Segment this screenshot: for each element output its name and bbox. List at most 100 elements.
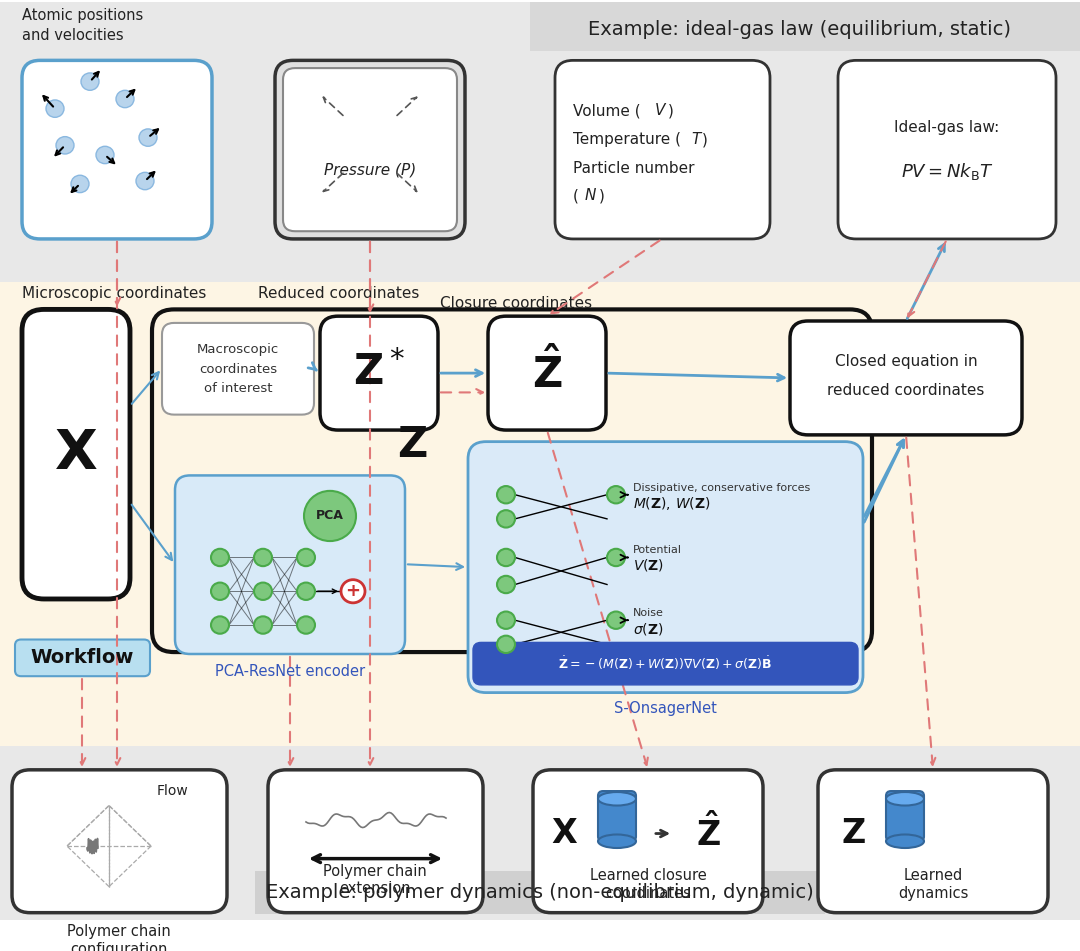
- Text: Workflow: Workflow: [30, 649, 134, 668]
- Text: extension: extension: [339, 881, 410, 896]
- Circle shape: [341, 580, 365, 603]
- FancyBboxPatch shape: [838, 60, 1056, 239]
- Text: coordinates: coordinates: [199, 362, 278, 376]
- Text: Ideal-gas law:: Ideal-gas law:: [894, 121, 1000, 135]
- Circle shape: [303, 491, 356, 541]
- Text: $\mathbf{X}$: $\mathbf{X}$: [552, 817, 579, 850]
- Text: ): ): [599, 188, 605, 203]
- FancyBboxPatch shape: [320, 316, 438, 430]
- Text: Polymer chain: Polymer chain: [323, 864, 427, 879]
- Text: $\mathbf{Z}$: $\mathbf{Z}$: [396, 423, 428, 466]
- Ellipse shape: [886, 834, 924, 848]
- Text: Atomic positions
and velocities: Atomic positions and velocities: [22, 9, 144, 43]
- Text: $\mathbf{X}$: $\mathbf{X}$: [54, 427, 98, 481]
- Text: Pressure (P): Pressure (P): [324, 163, 416, 178]
- FancyBboxPatch shape: [534, 769, 762, 913]
- Text: reduced coordinates: reduced coordinates: [827, 383, 985, 398]
- Circle shape: [497, 510, 515, 528]
- FancyBboxPatch shape: [598, 791, 636, 842]
- Text: Temperature (: Temperature (: [573, 132, 681, 147]
- Circle shape: [139, 129, 157, 146]
- Text: Closed equation in: Closed equation in: [835, 354, 977, 369]
- Text: Microscopic coordinates: Microscopic coordinates: [22, 286, 206, 301]
- Bar: [255, 871, 825, 914]
- Ellipse shape: [886, 792, 924, 805]
- Text: Dissipative, conservative forces: Dissipative, conservative forces: [633, 483, 810, 493]
- Circle shape: [46, 100, 64, 117]
- Text: Reduced coordinates: Reduced coordinates: [258, 286, 419, 301]
- Circle shape: [297, 583, 315, 600]
- Text: Macroscopic: Macroscopic: [197, 343, 279, 357]
- Text: Learned: Learned: [903, 868, 962, 883]
- Text: PCA-ResNet encoder: PCA-ResNet encoder: [215, 664, 365, 679]
- Text: $\mathbf{\hat{Z}}$: $\mathbf{\hat{Z}}$: [531, 349, 563, 398]
- Circle shape: [211, 583, 229, 600]
- Circle shape: [211, 616, 229, 633]
- FancyBboxPatch shape: [283, 68, 457, 231]
- Text: ): ): [669, 103, 674, 118]
- FancyBboxPatch shape: [488, 316, 606, 430]
- Text: Flow: Flow: [157, 784, 189, 798]
- Circle shape: [297, 549, 315, 566]
- Circle shape: [607, 549, 625, 566]
- Text: +: +: [346, 582, 361, 600]
- Circle shape: [71, 175, 89, 193]
- Text: Polymer chain: Polymer chain: [67, 924, 171, 940]
- FancyBboxPatch shape: [15, 639, 150, 676]
- Text: Volume (: Volume (: [573, 103, 640, 118]
- Bar: [530, 3, 1080, 50]
- Text: Noise: Noise: [633, 609, 664, 618]
- FancyBboxPatch shape: [162, 323, 314, 415]
- Circle shape: [497, 549, 515, 566]
- Text: Particle number: Particle number: [573, 161, 694, 176]
- Text: $\mathbf{\hat{Z}}$: $\mathbf{\hat{Z}}$: [696, 814, 720, 853]
- Text: Example: ideal-gas law (equilibrium, static): Example: ideal-gas law (equilibrium, sta…: [589, 20, 1012, 39]
- Text: ): ): [702, 132, 707, 147]
- FancyBboxPatch shape: [268, 769, 483, 913]
- Text: Learned closure: Learned closure: [590, 868, 706, 883]
- Ellipse shape: [598, 834, 636, 848]
- Bar: [0, 746, 1080, 921]
- Circle shape: [497, 611, 515, 629]
- FancyBboxPatch shape: [152, 309, 872, 652]
- Text: (: (: [573, 188, 579, 203]
- Circle shape: [254, 616, 272, 633]
- Text: $V(\mathbf{Z})$: $V(\mathbf{Z})$: [633, 557, 664, 573]
- Text: of interest: of interest: [204, 382, 272, 395]
- Text: $\mathbf{Z}^*$: $\mathbf{Z}^*$: [353, 352, 405, 395]
- Circle shape: [607, 611, 625, 629]
- Text: coordinates: coordinates: [605, 886, 691, 901]
- Text: configuration: configuration: [70, 941, 167, 951]
- Circle shape: [607, 486, 625, 503]
- FancyBboxPatch shape: [275, 60, 465, 239]
- Text: PCA: PCA: [316, 510, 343, 522]
- Text: $\dot{\mathbf{Z}} = -(M(\mathbf{Z})+W(\mathbf{Z}))\nabla V(\mathbf{Z})+\sigma(\m: $\dot{\mathbf{Z}} = -(M(\mathbf{Z})+W(\m…: [558, 655, 772, 672]
- Text: $\sigma(\mathbf{Z})$: $\sigma(\mathbf{Z})$: [633, 621, 663, 637]
- Text: Potential: Potential: [633, 545, 681, 554]
- Circle shape: [497, 635, 515, 653]
- FancyBboxPatch shape: [468, 441, 863, 692]
- Circle shape: [56, 137, 75, 154]
- Text: Closure coordinates: Closure coordinates: [440, 296, 592, 311]
- Bar: [0, 3, 1080, 282]
- Text: $M(\mathbf{Z}),\, W(\mathbf{Z})$: $M(\mathbf{Z}),\, W(\mathbf{Z})$: [633, 495, 711, 512]
- Circle shape: [497, 486, 515, 503]
- FancyBboxPatch shape: [555, 60, 770, 239]
- FancyBboxPatch shape: [886, 791, 924, 842]
- FancyBboxPatch shape: [12, 769, 227, 913]
- Text: N: N: [585, 188, 596, 203]
- FancyBboxPatch shape: [22, 60, 212, 239]
- Circle shape: [116, 90, 134, 107]
- Circle shape: [497, 575, 515, 593]
- Circle shape: [254, 583, 272, 600]
- Bar: [0, 3, 1080, 50]
- Ellipse shape: [598, 792, 636, 805]
- Text: $\mathbf{Z}$: $\mathbf{Z}$: [840, 817, 865, 850]
- Circle shape: [254, 549, 272, 566]
- Circle shape: [297, 616, 315, 633]
- Circle shape: [211, 549, 229, 566]
- FancyBboxPatch shape: [473, 643, 858, 685]
- FancyBboxPatch shape: [175, 476, 405, 654]
- Circle shape: [96, 146, 114, 164]
- Text: S-OnsagerNet: S-OnsagerNet: [613, 701, 716, 715]
